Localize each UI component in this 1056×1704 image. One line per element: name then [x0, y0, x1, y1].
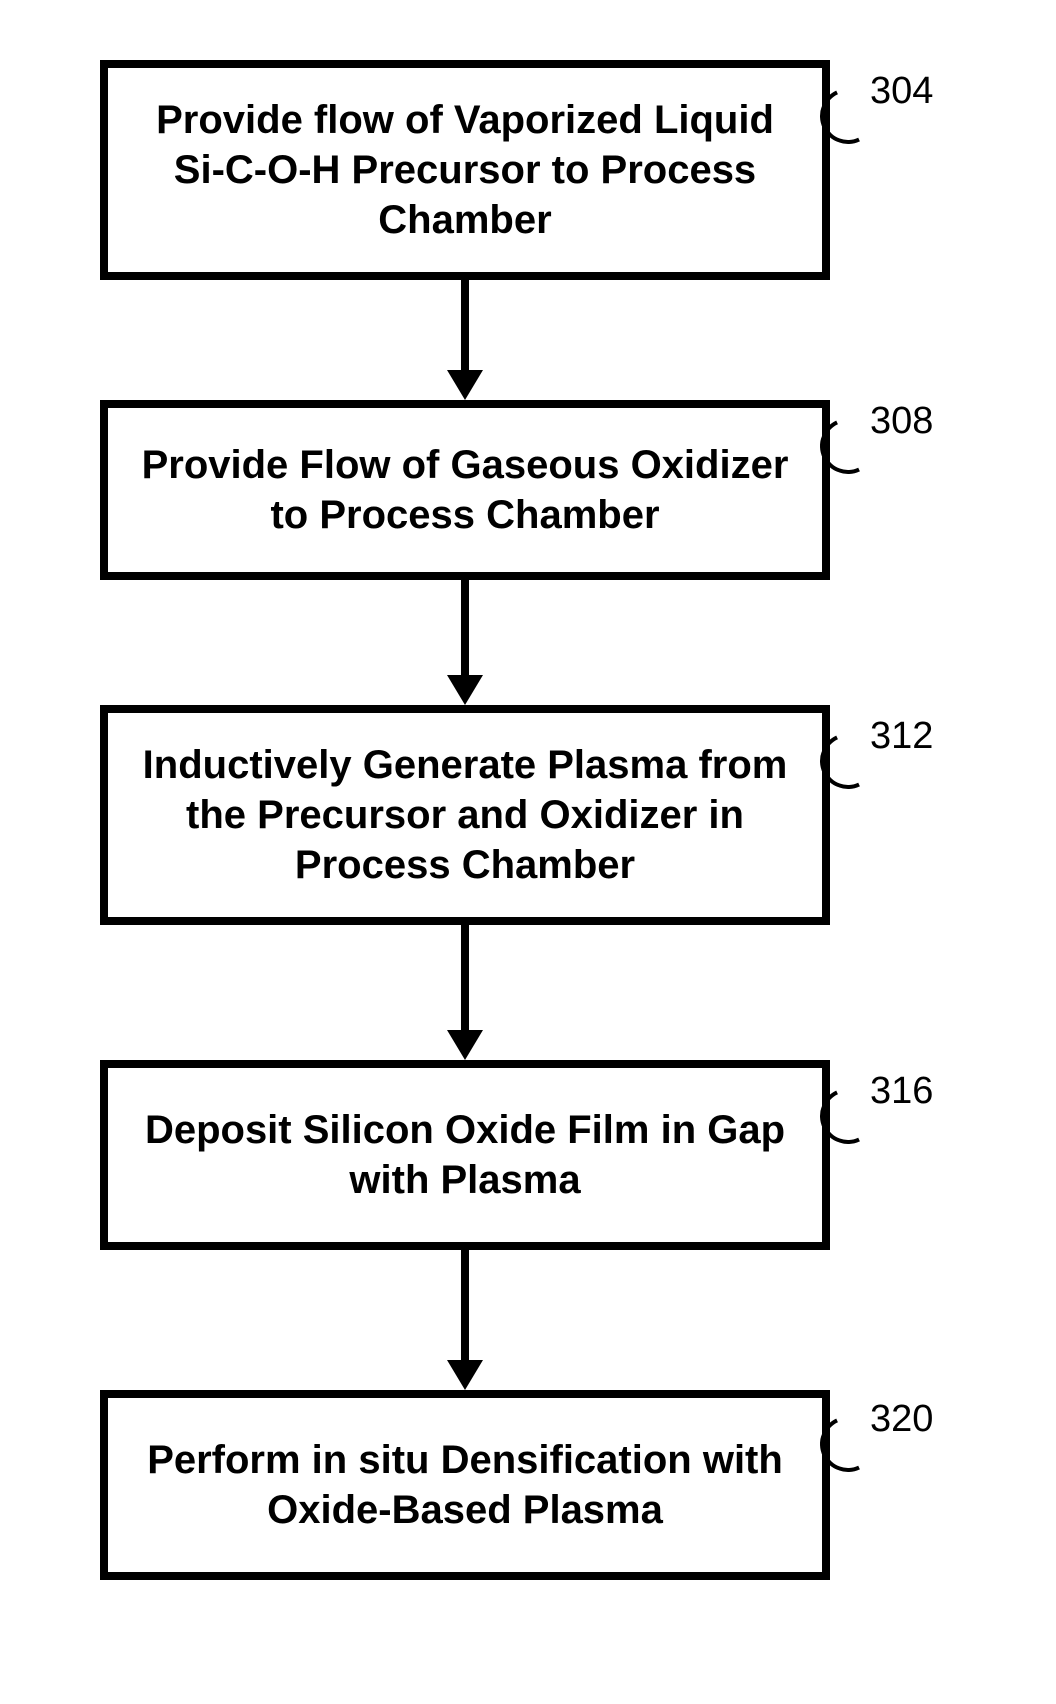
flow-step-step5: Perform in situ Densification with Oxide…	[100, 1390, 830, 1580]
flow-arrow-line	[461, 280, 469, 370]
flow-step-label: 312	[870, 715, 933, 758]
flow-step-label: 316	[870, 1070, 933, 1113]
flow-step-text: Deposit Silicon Oxide Film in Gap with P…	[128, 1105, 802, 1205]
flow-step-label: 320	[870, 1398, 933, 1441]
flow-arrow-head	[447, 370, 483, 400]
flow-step-text: Provide flow of Vaporized Liquid Si-C-O-…	[128, 95, 802, 245]
flow-step-step2: Provide Flow of Gaseous Oxidizer to Proc…	[100, 400, 830, 580]
flow-step-step4: Deposit Silicon Oxide Film in Gap with P…	[100, 1060, 830, 1250]
flow-arrow-head	[447, 1030, 483, 1060]
flow-arrow-line	[461, 580, 469, 675]
flow-arrow-head	[447, 1360, 483, 1390]
flowchart-canvas: Provide flow of Vaporized Liquid Si-C-O-…	[0, 0, 1056, 1704]
flow-step-step1: Provide flow of Vaporized Liquid Si-C-O-…	[100, 60, 830, 280]
flow-step-text: Inductively Generate Plasma from the Pre…	[128, 740, 802, 890]
flow-step-label: 304	[870, 70, 933, 113]
flow-step-text: Provide Flow of Gaseous Oxidizer to Proc…	[128, 440, 802, 540]
flow-step-text: Perform in situ Densification with Oxide…	[128, 1435, 802, 1535]
flow-arrow-head	[447, 675, 483, 705]
flow-step-step3: Inductively Generate Plasma from the Pre…	[100, 705, 830, 925]
flow-arrow-line	[461, 925, 469, 1030]
flow-arrow-line	[461, 1250, 469, 1360]
flow-step-label: 308	[870, 400, 933, 443]
